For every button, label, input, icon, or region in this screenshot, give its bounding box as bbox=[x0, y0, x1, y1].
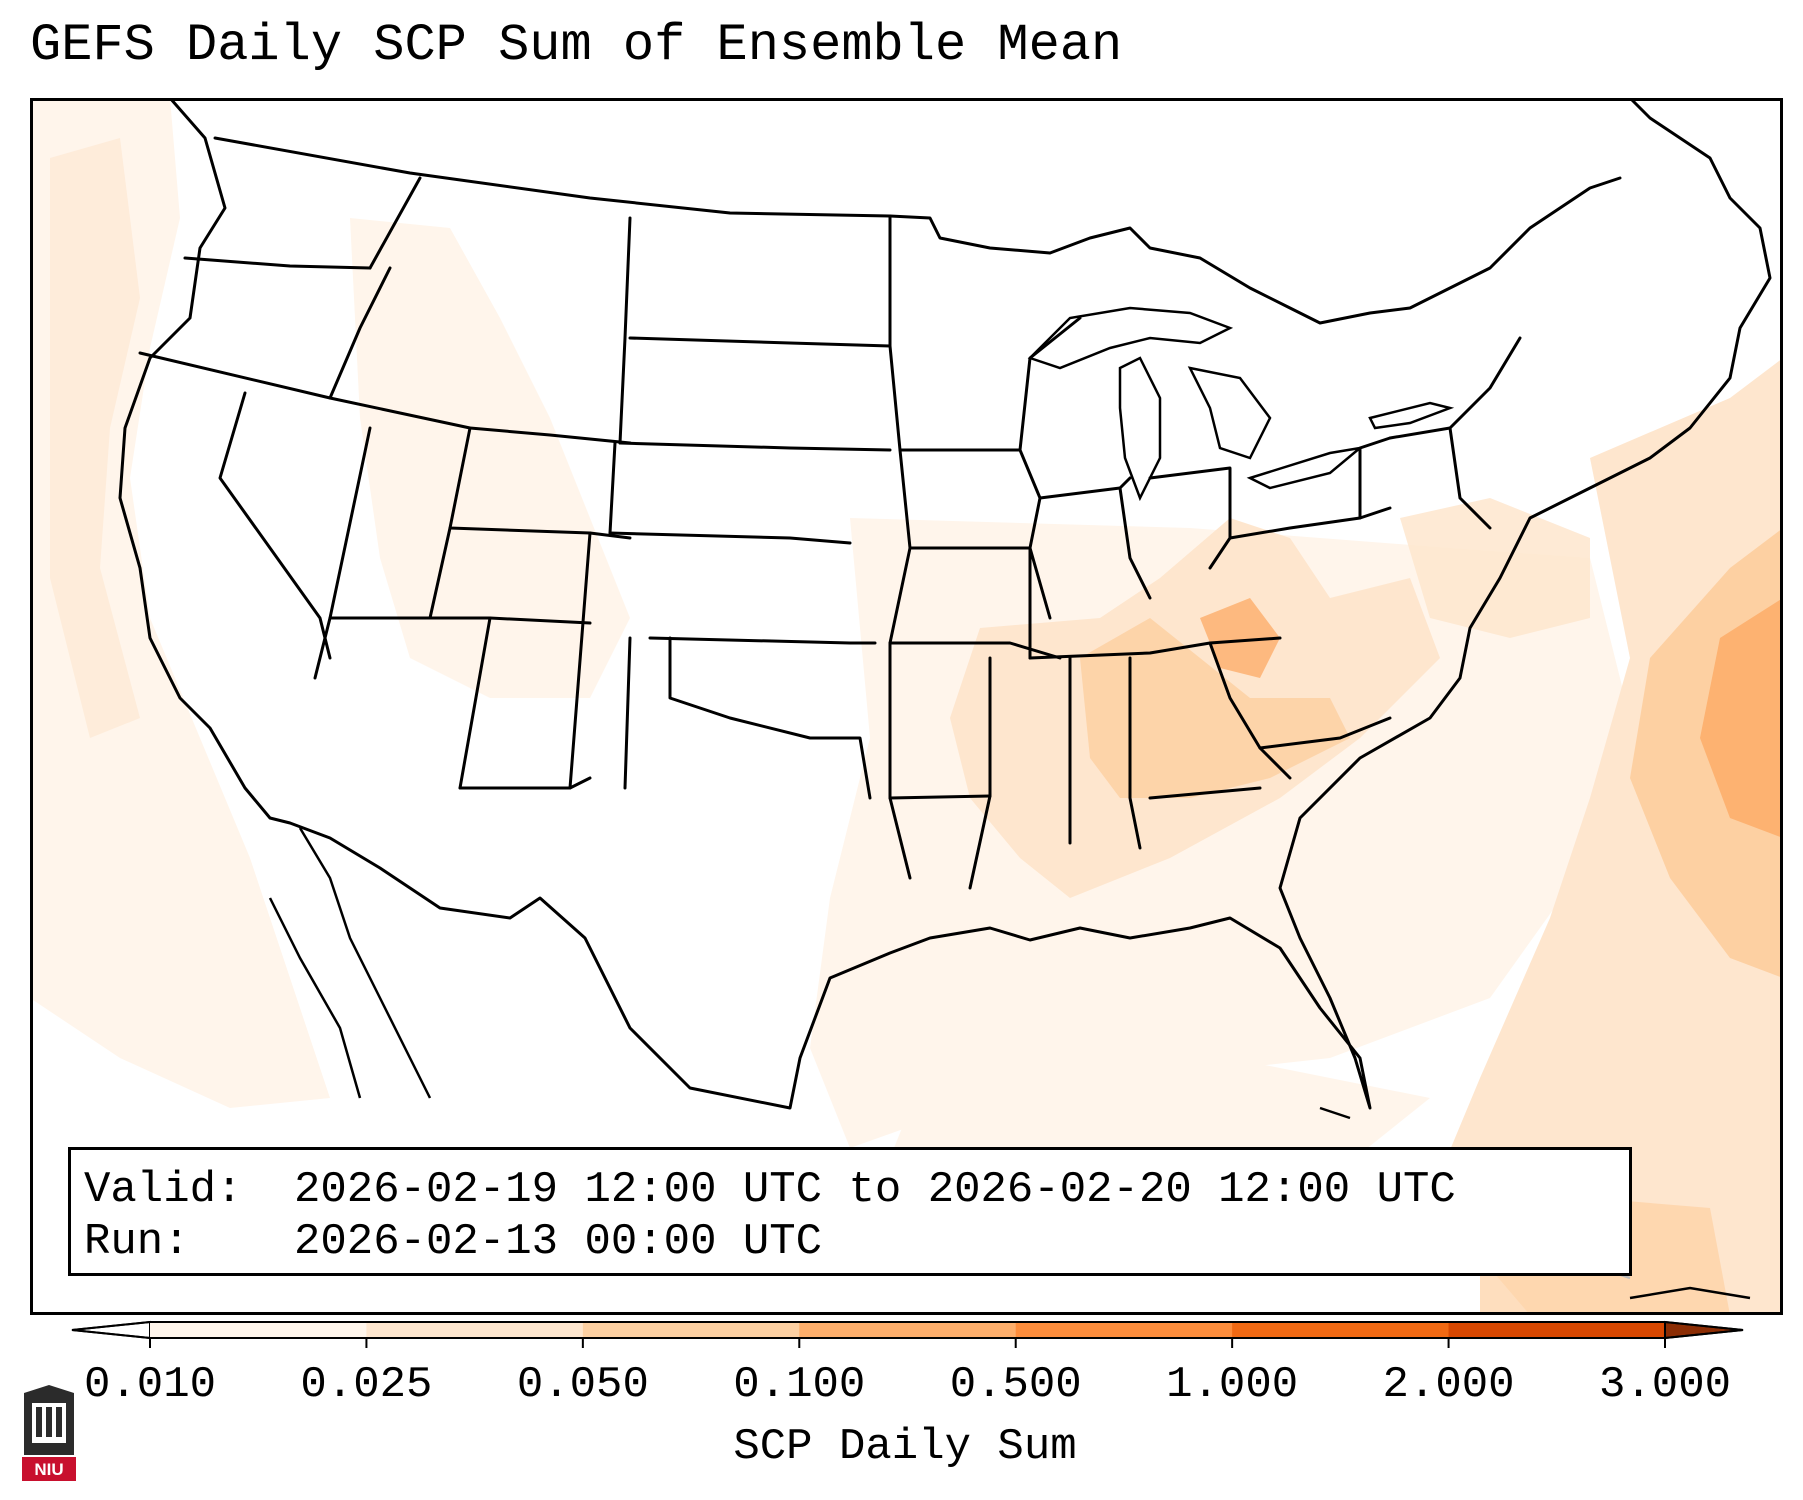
colorbar-swatch bbox=[582, 1322, 800, 1338]
colorbar-swatch bbox=[150, 1322, 367, 1338]
state-borders bbox=[118, 98, 1772, 1110]
colorbar-tick-label: 0.100 bbox=[733, 1360, 866, 1410]
valid-value: 2026-02-19 12:00 UTC to 2026-02-20 12:00… bbox=[294, 1165, 1456, 1215]
lake-huron bbox=[1187, 366, 1272, 460]
mexico-coast bbox=[268, 897, 362, 1099]
scp-shading bbox=[30, 98, 1783, 1315]
map-frame bbox=[30, 98, 1783, 1315]
colorbar-swatch bbox=[799, 1322, 1017, 1338]
colorbar-tick-label: 3.000 bbox=[1598, 1360, 1732, 1410]
valid-run-box: Valid: 2026-02-19 12:00 UTC to 2026-02-20… bbox=[68, 1147, 1632, 1276]
colorbar-label: SCP Daily Sum bbox=[733, 1422, 1077, 1472]
run-row: Run: 2026-02-13 00:00 UTC bbox=[84, 1220, 822, 1264]
colorbar-tick-label: 2.000 bbox=[1382, 1360, 1515, 1410]
colorbar-tick-label: 0.050 bbox=[516, 1360, 649, 1410]
canada-border bbox=[213, 136, 1622, 325]
valid-row: Valid: 2026-02-19 12:00 UTC to 2026-02-20… bbox=[84, 1168, 1456, 1212]
logo-banner bbox=[22, 1457, 76, 1481]
florida-keys bbox=[1319, 1106, 1351, 1120]
lake-michigan bbox=[1118, 356, 1162, 502]
colorbar-tick-label: 1.000 bbox=[1166, 1360, 1299, 1410]
colorbar-swatch bbox=[366, 1322, 584, 1338]
lake-superior bbox=[1027, 306, 1234, 370]
colorbar-tick-label: 0.500 bbox=[949, 1360, 1082, 1410]
colorbar-over-triangle bbox=[1664, 1320, 1744, 1340]
logo-text: NIU bbox=[34, 1460, 63, 1479]
map-title: GEFS Daily SCP Sum of Ensemble Mean bbox=[30, 16, 1123, 75]
colorbar bbox=[71, 1320, 1744, 1348]
us-outline bbox=[118, 98, 1772, 1110]
lake-ontario bbox=[1368, 401, 1455, 430]
lake-erie bbox=[1246, 446, 1365, 490]
hispaniola bbox=[1629, 1286, 1751, 1300]
baja bbox=[298, 827, 432, 1099]
colorbar-tick-label: 0.010 bbox=[83, 1360, 217, 1410]
colorbar-swatch bbox=[1015, 1322, 1233, 1338]
valid-label: Valid: bbox=[84, 1165, 243, 1215]
run-label: Run: bbox=[84, 1217, 190, 1267]
colorbar-under-triangle bbox=[71, 1320, 151, 1340]
map-panel bbox=[30, 98, 1783, 1315]
run-value: 2026-02-13 00:00 UTC bbox=[294, 1217, 823, 1267]
colorbar-tick-label: 0.025 bbox=[300, 1360, 433, 1410]
colorbar-swatch bbox=[1448, 1322, 1666, 1338]
niu-logo: NIU bbox=[22, 1385, 76, 1481]
colorbar-swatch bbox=[1232, 1322, 1450, 1338]
